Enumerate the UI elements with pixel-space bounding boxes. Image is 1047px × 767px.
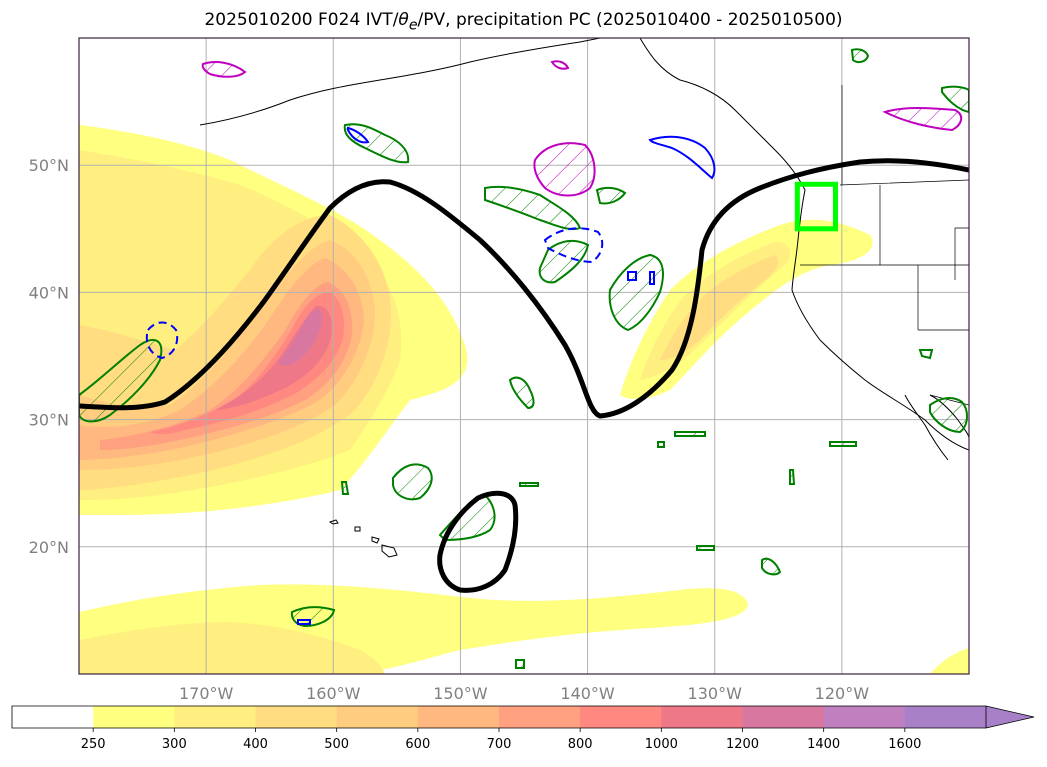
ivt-band-800 [150,292,344,435]
colorbar-tick-label: 800 [568,737,593,752]
title-suffix: /PV, precipitation PC (2025010400 - 2025… [417,10,843,30]
north-america-coast [639,38,969,451]
green-contour [79,339,163,423]
longitude-labels: 170°W 160°W 150°W 140°W 130°W 120°W [179,684,869,703]
colorbar-tick-label: 400 [243,737,268,752]
colorbar-tick-label: 1200 [726,737,759,752]
blue-contour-dashed [543,227,604,264]
map-title: 2025010200 F024 IVT/θe/PV, precipitation… [0,10,1047,33]
green-contour [392,463,433,501]
colorbar-tick-label: 500 [324,737,349,752]
pv-contour-main [79,158,969,419]
lon-tick-label: 140°W [560,684,615,703]
lat-tick-label: 20°N [29,538,69,557]
green-contour [290,606,336,628]
colorbar-segment [12,706,94,728]
colorbar-tick-label: 1400 [807,737,840,752]
map-plot-area [79,38,969,674]
colorbar [11,705,1035,732]
colorbar-segment [93,706,175,728]
green-contour [484,185,582,231]
green-contour [595,186,627,205]
lon-tick-label: 150°W [433,684,488,703]
green-contour [850,48,870,64]
pv-contour-loop [437,490,519,593]
green-contour [508,376,535,410]
green-contour [340,349,934,669]
colorbar-segment [580,706,662,728]
magenta-contour [533,142,596,197]
precip-green-contours [79,48,969,669]
colorbar-tick-label: 300 [162,737,187,752]
colorbar-segment [174,706,256,728]
ivt-band-700 [100,282,353,450]
green-contour [929,397,968,434]
title-theta-sub: e [408,17,418,34]
lon-tick-label: 160°W [306,684,361,703]
target-region-box [794,181,838,232]
magenta-contour [550,60,570,70]
magenta-contour [201,61,247,78]
blue-contour [347,126,370,144]
blue-contour [297,271,655,625]
ivt-band-s-300 [79,622,385,674]
lon-tick-label: 170°W [179,684,234,703]
blue-contour [648,135,716,180]
hawaii-islands [328,519,398,558]
lon-tick-label: 120°W [815,684,870,703]
lat-tick-label: 40°N [29,283,69,302]
blue-contour-dashed [145,321,179,360]
lon-tick-label: 130°W [688,684,743,703]
colorbar-segment [336,706,419,728]
magenta-contour [882,107,963,132]
title-theta: θ [398,10,409,30]
colorbar-segment [499,706,581,728]
baja-coast [904,394,949,461]
colorbar-tick-label: 700 [487,737,512,752]
map-frame [78,37,970,675]
colorbar-segment [823,706,906,728]
green-contour [538,239,590,284]
alaska-coast [199,38,601,126]
title-prefix: 2025010200 F024 IVT/ [204,10,399,30]
colorbar-tick-label: 1600 [888,737,921,752]
colorbar-segment [904,706,987,728]
colorbar-tick-label: 600 [405,737,430,752]
latitude-labels: 50°N 40°N 30°N 20°N [29,156,69,557]
colorbar-extend-arrow [985,705,1035,729]
colorbar-tick-label: 1000 [645,737,678,752]
lat-tick-label: 50°N [29,156,69,175]
ivt-band-600 [79,258,364,460]
precip-magenta-contours [201,60,963,197]
colorbar-tick-label: 250 [81,737,106,752]
pv-contours [79,158,969,593]
colorbar-labels: 250 300 400 500 600 700 800 1000 1200 1400 1600 [81,737,922,752]
colorbar-segment [255,706,338,728]
green-contour [941,85,969,114]
ivt-band-1200 [278,308,322,366]
colorbar-segment [417,706,500,728]
ivt-shading [79,125,969,674]
lat-tick-label: 30°N [29,411,69,430]
green-contour [761,557,782,576]
blue-contours [145,126,716,625]
colorbar-segment [742,706,825,728]
colorbar-segment [661,706,743,728]
